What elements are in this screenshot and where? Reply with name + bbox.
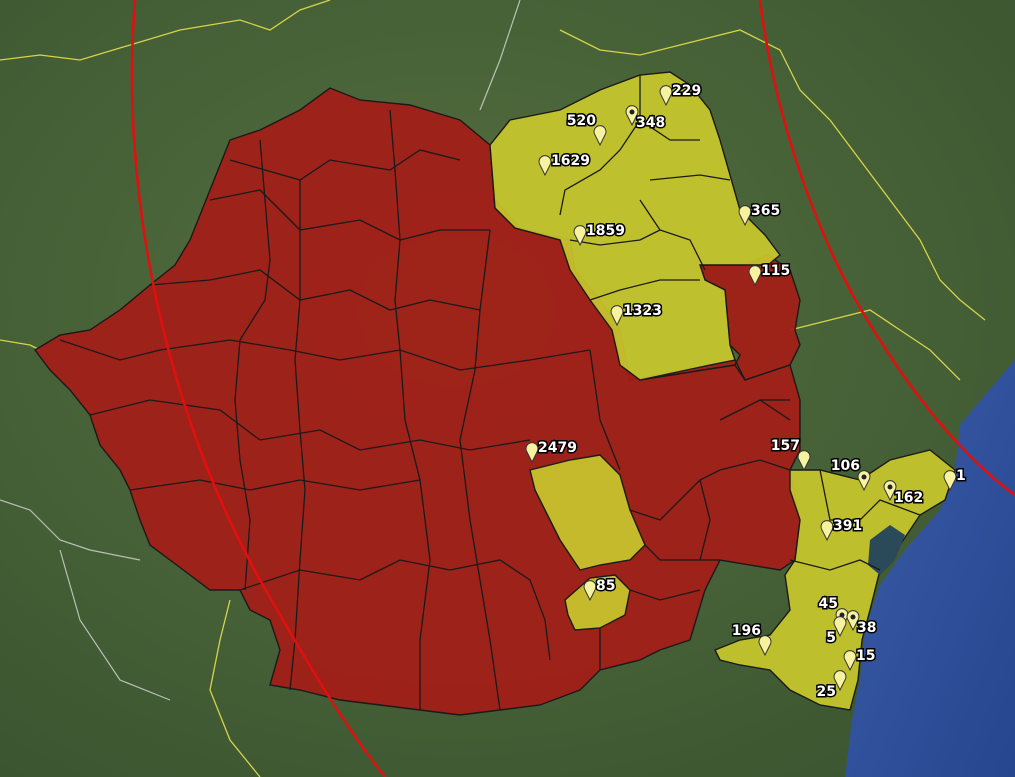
map-marker[interactable]: 106 [829, 457, 871, 492]
map-marker[interactable]: 1 [943, 467, 967, 492]
marker-label: 115 [761, 263, 790, 279]
pin-icon[interactable] [525, 442, 539, 464]
range-circle-right [758, 0, 1015, 497]
marker-label: 365 [751, 203, 780, 219]
marker-label: 106 [831, 458, 860, 474]
pin-icon[interactable] [843, 650, 857, 672]
map-marker[interactable]: 196 [730, 622, 772, 657]
marker-label: 348 [636, 115, 665, 131]
pin-icon[interactable] [797, 450, 811, 472]
range-circles [130, 0, 1015, 777]
pin-icon[interactable] [593, 125, 607, 147]
star-pin-icon[interactable] [883, 480, 897, 502]
map-marker[interactable]: 520 [565, 112, 607, 147]
map-marker[interactable]: 2479 [525, 439, 578, 464]
map-marker[interactable]: 5 [825, 616, 847, 648]
pin-icon[interactable] [659, 85, 673, 107]
marker-label: 15 [856, 648, 875, 664]
marker-label: 85 [596, 578, 615, 594]
pin-icon[interactable] [833, 616, 847, 638]
map-marker[interactable]: 1859 [573, 222, 626, 247]
black-sea [845, 360, 1015, 777]
star-dot-icon [629, 109, 635, 115]
marker-label: 25 [817, 684, 836, 700]
map-marker[interactable]: 162 [883, 480, 925, 508]
pin-icon[interactable] [833, 670, 847, 692]
pin-icon[interactable] [583, 580, 597, 602]
map-marker[interactable]: 348 [625, 105, 667, 133]
star-pin-icon[interactable] [846, 610, 860, 632]
national-border [0, 0, 986, 777]
marker-label: 5 [826, 630, 836, 646]
pin-icon[interactable] [538, 155, 552, 177]
delta-lake [868, 525, 905, 575]
yellow-region-center [529, 454, 646, 571]
map-marker[interactable]: 85 [583, 577, 617, 602]
map-marker[interactable]: 25 [815, 670, 847, 702]
star-pin-icon[interactable] [625, 105, 639, 127]
map-marker[interactable]: 229 [659, 82, 703, 107]
county-boundaries [59, 75, 921, 711]
map-marker[interactable]: 15 [843, 647, 877, 672]
map-marker[interactable]: 38 [846, 610, 878, 638]
marker-label: 1323 [623, 303, 662, 319]
marker-label: 2479 [538, 440, 577, 456]
pin-icon[interactable] [738, 205, 752, 227]
star-pin-icon[interactable] [857, 470, 871, 492]
pin-icon[interactable] [943, 470, 957, 492]
map-marker[interactable]: 365 [738, 202, 782, 227]
pin-icon[interactable] [573, 225, 587, 247]
marker-label: 196 [732, 623, 761, 639]
map-marker[interactable]: 1323 [610, 302, 663, 327]
star-dot-icon [861, 474, 867, 480]
marker-label: 157 [771, 438, 800, 454]
pin-icon[interactable] [820, 520, 834, 542]
yellow-region-dobrogea [714, 449, 956, 711]
range-circle-left [130, 0, 387, 777]
marker-label: 520 [567, 113, 596, 129]
marker-label: 391 [833, 518, 862, 534]
pin-icon[interactable] [610, 305, 624, 327]
yellow-region-north [489, 71, 781, 381]
star-dot-icon [850, 614, 856, 620]
marker-label: 162 [894, 490, 923, 506]
map-marker[interactable]: 391 [820, 517, 864, 542]
yellow-region-south [564, 574, 631, 631]
foreign-border [0, 0, 521, 701]
marker-label: 229 [672, 83, 701, 99]
map-marker[interactable]: 1629 [538, 152, 591, 177]
star-dot-icon [887, 484, 893, 490]
marker-label: 45 [819, 596, 838, 612]
marker-label: 1 [956, 468, 966, 484]
marker-label: 38 [857, 620, 876, 636]
marker-label: 1629 [551, 153, 590, 169]
pin-icon[interactable] [758, 635, 772, 657]
map-marker[interactable]: 157 [769, 437, 811, 472]
pin-icon[interactable] [748, 265, 762, 287]
map-marker[interactable]: 115 [748, 262, 792, 287]
marker-label: 1859 [586, 223, 625, 239]
